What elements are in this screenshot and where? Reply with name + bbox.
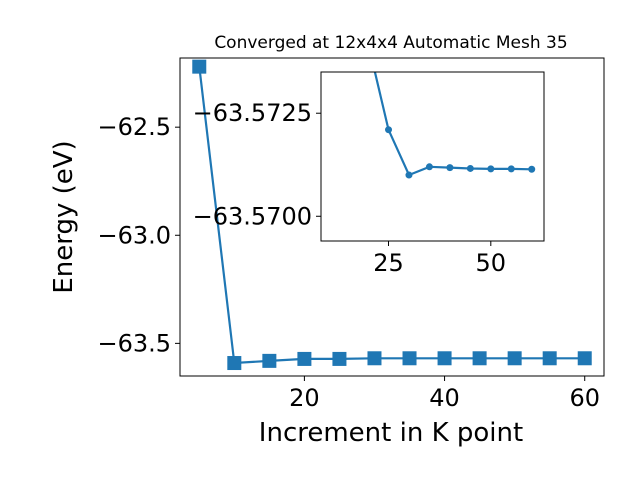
inset-data-point — [446, 164, 454, 172]
main-data-point — [577, 351, 592, 366]
x-axis-label: Increment in K point — [259, 418, 523, 448]
main-data-point — [192, 59, 207, 74]
inset-x-tick-label: 50 — [476, 249, 507, 277]
inset-series-group — [373, 72, 536, 179]
main-data-point — [332, 351, 347, 366]
inset-data-point — [425, 163, 433, 171]
inset-data-point — [405, 171, 413, 179]
main-plot: Converged at 12x4x4 Automatic Mesh 35 20… — [49, 33, 605, 448]
main-y-tick-label: −62.5 — [97, 113, 171, 141]
main-data-point — [542, 351, 557, 366]
main-data-point — [507, 351, 522, 366]
main-data-point — [262, 353, 277, 368]
main-y-tick-label: −63.0 — [97, 221, 171, 249]
main-x-tick-label: 40 — [429, 384, 460, 412]
inset-data-point — [528, 165, 536, 173]
main-data-point — [402, 351, 417, 366]
inset-data-point — [487, 165, 495, 173]
inset-x-tick-label: 25 — [373, 249, 404, 277]
inset-data-point — [385, 126, 393, 134]
main-x-tick-label: 20 — [289, 384, 320, 412]
y-axis-label: Energy (eV) — [49, 140, 79, 293]
chart-title: Converged at 12x4x4 Automatic Mesh 35 — [214, 33, 567, 53]
main-plot-frame — [179, 57, 605, 377]
main-y-axis: −62.5 −63.0 −63.5 — [97, 113, 180, 357]
inset-y-tick-label: −63.5725 — [193, 99, 312, 127]
inset-background — [321, 72, 544, 241]
main-y-tick-label: −63.5 — [97, 329, 171, 357]
inset-x-axis: 25 50 — [373, 241, 506, 277]
main-data-point — [227, 356, 242, 371]
inset-plot-frame — [320, 71, 545, 242]
inset-y-axis: −63.5725 −63.5700 — [193, 99, 321, 230]
main-data-point — [437, 351, 452, 366]
inset-plot: 25 50 −63.5725 −63.5700 — [193, 71, 545, 277]
inset-data-point — [507, 165, 515, 173]
main-data-point — [472, 351, 487, 366]
main-data-point — [297, 351, 312, 366]
main-x-tick-label: 60 — [569, 384, 600, 412]
main-x-axis: 20 40 60 — [289, 376, 600, 412]
main-data-point — [367, 351, 382, 366]
main-series-group — [192, 59, 592, 371]
inset-y-tick-label: −63.5700 — [193, 202, 312, 230]
inset-data-point — [466, 164, 474, 172]
